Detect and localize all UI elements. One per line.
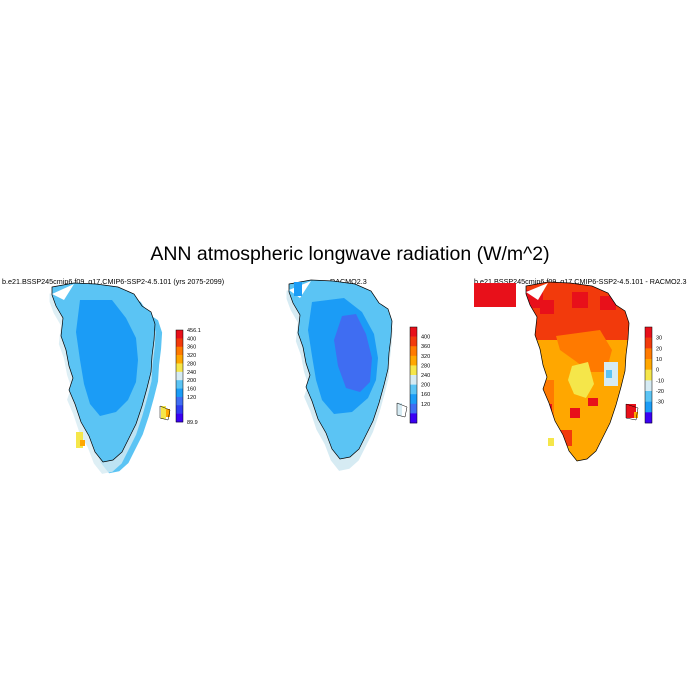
colorbar-swatch	[410, 365, 417, 376]
panel-1-map	[49, 282, 171, 474]
colorbar-swatch	[176, 355, 183, 364]
colorbar-swatch	[176, 396, 183, 406]
colorbar-swatch	[410, 394, 417, 405]
colorbar-tick-label: 400	[421, 335, 430, 341]
colorbar-swatch	[176, 330, 183, 339]
colorbar-tick-label: 120	[421, 402, 430, 408]
colorbar-frame	[644, 326, 653, 424]
panel-2-colorbar: 400 360 320 280 240 200 160 120	[409, 326, 430, 424]
colorbar-tick-label: 320	[421, 354, 430, 360]
colorbar-swatch	[176, 405, 183, 414]
colorbar-swatch	[645, 327, 652, 338]
colorbar-tick-label: 240	[187, 370, 196, 376]
colorbar-swatch	[176, 388, 183, 398]
panel-2-map	[286, 279, 408, 471]
colorbar-tick-label: 10	[656, 357, 662, 363]
colorbar-tick-label: 200	[187, 378, 196, 384]
colorbar-tick-label: 20	[656, 346, 662, 352]
figure-title: ANN atmospheric longwave radiation (W/m^…	[150, 243, 550, 265]
panel-3-title: b.e21.BSSP245cmip6.f09_g17.CMIP6-SSP2-4.…	[474, 277, 687, 286]
colorbar-tick-label: 89.9	[187, 420, 198, 426]
colorbar-swatch	[410, 384, 417, 395]
colorbar-tick-label: 360	[421, 344, 430, 350]
panel-1-title: b.e21.BSSP245cmip6.f09_g17.CMIP6-SSP2-4.…	[2, 277, 225, 286]
panel-3-low-anomaly	[568, 362, 594, 398]
colorbar-tick-label: -10	[656, 378, 664, 384]
colorbar-swatch	[645, 369, 652, 381]
panel-1-colorbar: 456.1 400 360 320 280 240 200 160 120 89.9	[175, 328, 201, 426]
colorbar-swatch	[410, 346, 417, 357]
colorbar-swatch	[410, 413, 417, 424]
colorbar-swatch	[645, 359, 652, 370]
panel-2-summit-field	[334, 314, 372, 392]
panel-1-interior-field	[76, 300, 138, 416]
colorbar-tick-label: 30	[656, 336, 662, 342]
colorbar-tick-label: 120	[187, 395, 196, 401]
colorbar-tick-label: 280	[421, 363, 430, 369]
colorbar-swatch	[410, 375, 417, 385]
colorbar-tick-label: 400	[187, 336, 196, 342]
colorbar-tick-label: 240	[421, 373, 430, 379]
colorbar-tick-label: 160	[187, 387, 196, 393]
panel-3-map	[474, 281, 639, 462]
colorbar-swatch	[645, 380, 652, 392]
colorbar-frame	[175, 329, 184, 423]
colorbar-swatch	[176, 413, 183, 423]
colorbar-swatch	[410, 327, 417, 337]
panel-1-white-notch	[52, 284, 74, 300]
colorbar-swatch	[645, 337, 652, 349]
colorbar-tick-label: 320	[187, 353, 196, 359]
colorbar-swatch	[645, 348, 652, 360]
colorbar-swatch	[176, 363, 183, 373]
colorbar-swatch	[645, 391, 652, 402]
colorbar-tick-label: -20	[656, 389, 664, 395]
colorbar-swatch	[645, 401, 652, 413]
colorbar-tick-label: 160	[421, 392, 430, 398]
colorbar-swatch	[645, 412, 652, 424]
colorbar-swatch	[176, 338, 183, 348]
colorbar-tick-label: -30	[656, 400, 664, 406]
colorbar-swatch	[410, 403, 417, 414]
panel-3-corner-cell	[474, 283, 516, 307]
colorbar-tick-label: 280	[187, 361, 196, 367]
panel-2-title: RACMO2.3	[330, 277, 367, 286]
colorbar-tick-label: 360	[187, 345, 196, 351]
colorbar-frame	[409, 326, 418, 424]
colorbar-tick-label: 456.1	[187, 328, 201, 334]
colorbar-tick-label: 0	[656, 368, 659, 374]
colorbar-swatch	[410, 336, 417, 347]
colorbar-tick-label: 200	[421, 383, 430, 389]
colorbar-swatch	[176, 380, 183, 389]
colorbar-swatch	[176, 371, 183, 381]
colorbar-swatch	[176, 346, 183, 356]
colorbar-swatch	[410, 355, 417, 366]
panel-3-colorbar: 30 20 10 0 -10 -20 -30	[644, 326, 664, 424]
